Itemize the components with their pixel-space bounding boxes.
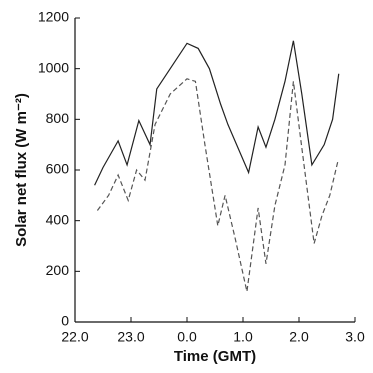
x-axis-label: Time (GMT) xyxy=(174,348,256,365)
x-tick-label: 2.0 xyxy=(289,329,309,345)
y-tick-label: 200 xyxy=(46,262,70,278)
series-line xyxy=(96,78,339,292)
y-tick-label: 600 xyxy=(46,161,70,177)
x-tick-label: 23.0 xyxy=(117,329,144,345)
y-tick-label: 1000 xyxy=(38,59,69,75)
y-axis-label: Solar net flux (W m⁻²) xyxy=(13,93,30,247)
x-tick-label: 0.0 xyxy=(177,329,197,345)
y-tick-label: 1200 xyxy=(38,9,69,25)
x-tick-label: 1.0 xyxy=(233,329,253,345)
y-tick-label: 0 xyxy=(61,313,69,329)
y-tick-label: 800 xyxy=(46,110,70,126)
series-line xyxy=(94,40,340,186)
y-tick-label: 400 xyxy=(46,211,70,227)
x-tick-label: 3.0 xyxy=(345,329,365,345)
x-tick-label: 22.0 xyxy=(61,329,88,345)
